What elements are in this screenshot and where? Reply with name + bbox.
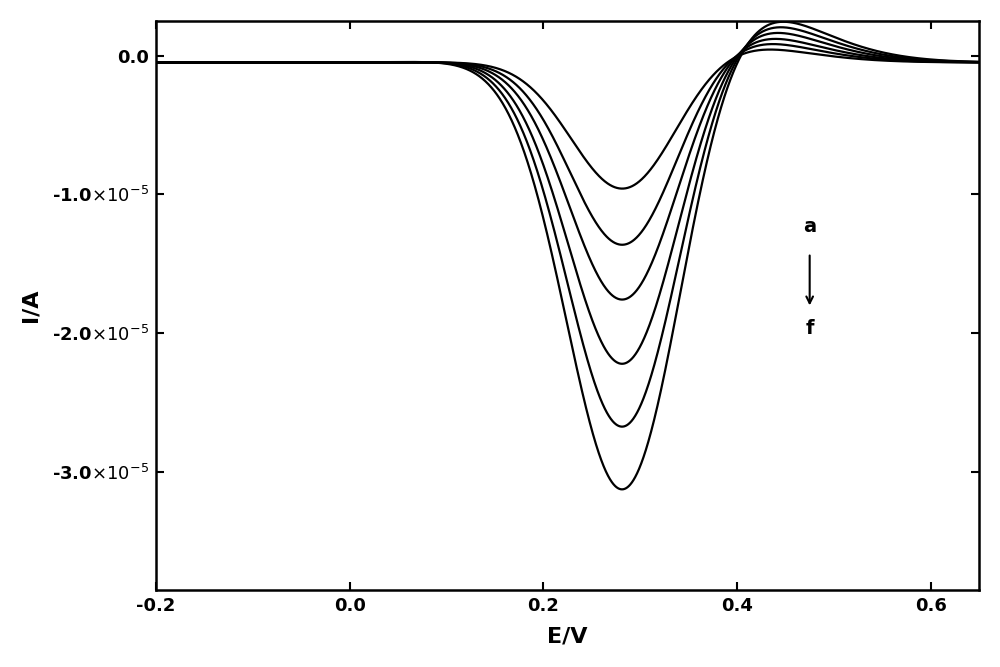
X-axis label: E/V: E/V <box>547 626 588 646</box>
Y-axis label: I/A: I/A <box>21 289 41 322</box>
Text: a: a <box>803 217 816 236</box>
Text: f: f <box>805 319 814 338</box>
